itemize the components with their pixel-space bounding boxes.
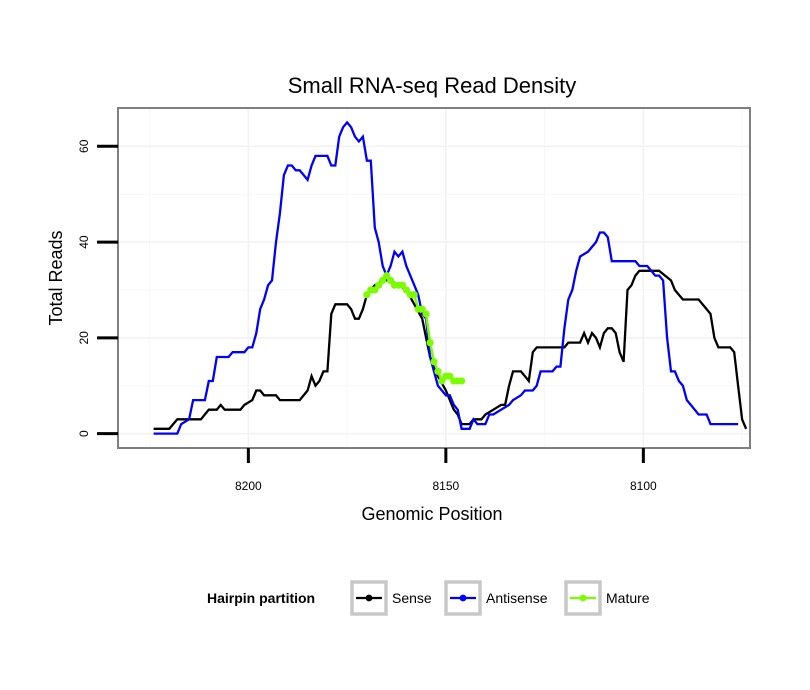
legend: Hairpin partition Sense Antisense Mature bbox=[207, 580, 650, 616]
legend-item-antisense: Antisense bbox=[444, 580, 548, 616]
legend-items: Sense Antisense Mature bbox=[350, 580, 650, 616]
legend-label-sense: Sense bbox=[392, 590, 432, 606]
y-tick-label: 20 bbox=[77, 331, 91, 345]
x-tick-label: 8150 bbox=[432, 479, 459, 493]
legend-key-marker bbox=[459, 594, 467, 602]
series-mature bbox=[363, 272, 466, 385]
x-tick-label: 8100 bbox=[630, 479, 657, 493]
panel-background bbox=[118, 108, 750, 448]
series-point-mature bbox=[422, 310, 430, 318]
series-point-mature bbox=[458, 377, 466, 385]
series-point-mature bbox=[446, 372, 454, 380]
legend-item-sense: Sense bbox=[350, 580, 432, 616]
y-tick-label: 60 bbox=[77, 139, 91, 153]
legend-label-antisense: Antisense bbox=[486, 590, 548, 606]
legend-item-mature: Mature bbox=[564, 580, 650, 616]
series-point-mature bbox=[375, 281, 383, 289]
series-layer bbox=[153, 120, 748, 435]
series-point-mature bbox=[418, 305, 426, 313]
chart-title: Small RNA-seq Read Density bbox=[288, 73, 577, 98]
series-point-mature bbox=[363, 291, 371, 299]
series-point-mature bbox=[434, 367, 442, 375]
legend-title: Hairpin partition bbox=[207, 590, 315, 606]
y-tick-label: 40 bbox=[77, 235, 91, 249]
y-tick-label: 0 bbox=[77, 430, 91, 437]
series-point-mature bbox=[402, 286, 410, 294]
series-point-mature bbox=[371, 286, 379, 294]
series-point-mature bbox=[426, 339, 434, 347]
series-point-mature bbox=[438, 377, 446, 385]
series-line-sense bbox=[153, 269, 748, 430]
legend-key-marker bbox=[365, 594, 373, 602]
grid-lines bbox=[118, 108, 750, 448]
series-sense bbox=[153, 269, 748, 430]
series-point-mature bbox=[386, 276, 395, 284]
plot-panel bbox=[117, 107, 751, 449]
series-point-mature bbox=[383, 272, 391, 280]
panel-border bbox=[117, 107, 751, 449]
series-point-mature bbox=[379, 276, 387, 284]
series-antisense bbox=[153, 120, 739, 435]
y-axis: 0 20 40 60 bbox=[77, 139, 118, 437]
series-line-antisense bbox=[153, 120, 739, 435]
x-axis: 8200 8150 8100 bbox=[235, 448, 657, 493]
x-tick-label: 8200 bbox=[235, 479, 262, 493]
series-point-mature bbox=[398, 281, 406, 289]
x-axis-title: Genomic Position bbox=[361, 504, 502, 524]
legend-label-mature: Mature bbox=[606, 590, 650, 606]
y-axis-title: Total Reads bbox=[46, 230, 66, 325]
series-point-mature bbox=[410, 291, 418, 299]
legend-key-marker bbox=[579, 594, 587, 602]
series-point-mature bbox=[430, 358, 438, 366]
